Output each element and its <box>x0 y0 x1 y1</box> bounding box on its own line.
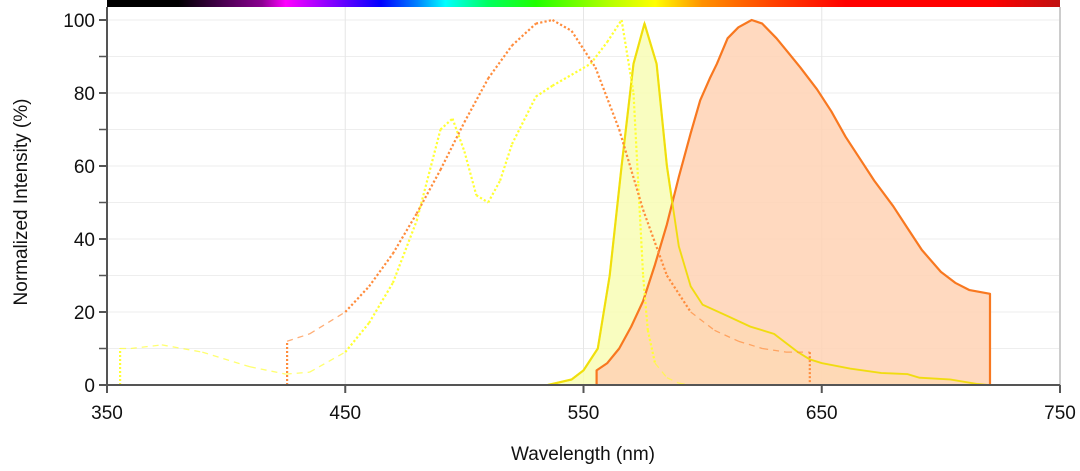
excitation-segment <box>606 19 623 43</box>
excitation-segment <box>391 220 418 284</box>
excitation-segment <box>309 351 346 373</box>
excitation-segment <box>511 96 537 145</box>
y-tick-labels: 0 20 40 60 80 100 <box>63 11 95 397</box>
y-tick-label: 0 <box>84 376 95 397</box>
excitation-segment <box>344 285 370 313</box>
excitation-segment <box>620 19 635 94</box>
excitation-segment <box>415 169 442 215</box>
excitation-segment <box>286 333 310 342</box>
excitation-segment <box>499 143 514 181</box>
x-tick-label: 350 <box>91 403 123 424</box>
axes <box>99 7 1061 393</box>
excitation-segment <box>570 30 597 69</box>
excitation-segment <box>637 184 645 276</box>
excitation-segment <box>391 212 418 255</box>
excitation-segment <box>535 18 553 25</box>
x-tick-label: 650 <box>806 403 838 424</box>
excitation-segment <box>551 73 573 87</box>
spectrum-gradient <box>107 0 1060 7</box>
excitation-segment <box>344 322 370 353</box>
excitation-segment <box>762 347 787 353</box>
x-tick-label: 750 <box>1044 403 1076 424</box>
excitation-segment <box>594 67 621 130</box>
spectrum-color-bar <box>107 0 1060 7</box>
excitation-series-group <box>118 18 811 386</box>
emission-series-group <box>547 18 992 387</box>
excitation-segment <box>202 351 251 368</box>
excitation-segment <box>618 129 645 211</box>
excitation-segment <box>714 329 739 342</box>
excitation-segment <box>642 275 649 331</box>
excitation-segment <box>690 311 715 331</box>
excitation-segment <box>665 274 692 313</box>
excitation-segment <box>632 92 640 185</box>
excitation-segment <box>571 62 592 76</box>
excitation-segment <box>487 44 513 80</box>
x-tick-label: 550 <box>568 403 600 424</box>
excitation-segment <box>666 377 680 384</box>
excitation-segment <box>535 84 554 98</box>
excitation-segment <box>439 121 466 171</box>
x-axis-title: Wavelength (nm) <box>511 444 655 465</box>
y-tick-label: 20 <box>74 303 95 324</box>
excitation-segment <box>551 19 573 32</box>
excitation-segment <box>415 129 442 222</box>
y-tick-label: 60 <box>74 157 95 178</box>
y-tick-label: 80 <box>74 84 95 105</box>
x-tick-label: 450 <box>329 403 361 424</box>
excitation-segment <box>646 330 657 364</box>
excitation-segment <box>463 77 490 123</box>
excitation-segment <box>654 362 668 379</box>
excitation-segment <box>475 194 489 204</box>
x-tick-labels: 350 450 550 650 750 <box>91 403 1076 424</box>
excitation-segment <box>368 282 394 324</box>
excitation-segment <box>309 311 346 335</box>
excitation-segment <box>285 371 310 375</box>
excitation-segment <box>589 41 609 65</box>
emission-line <box>595 18 992 385</box>
excitation-segment <box>161 344 203 353</box>
excitation-segment <box>368 252 394 288</box>
y-axis-title: Normalized Intensity (%) <box>11 99 32 306</box>
excitation-segment <box>249 366 286 375</box>
y-tick-label: 40 <box>74 230 95 251</box>
y-tick-label: 100 <box>63 11 95 32</box>
excitation-segment <box>738 340 763 350</box>
excitation-segment <box>451 118 466 152</box>
excitation-segment <box>642 209 668 276</box>
excitation-segment <box>439 117 454 131</box>
excitation-segment <box>130 344 162 350</box>
excitation-segment <box>487 180 502 204</box>
excitation-segment <box>463 151 478 196</box>
emission-line-overlay <box>547 20 989 386</box>
excitation-segment <box>678 382 691 386</box>
excitation-segment <box>511 22 537 47</box>
